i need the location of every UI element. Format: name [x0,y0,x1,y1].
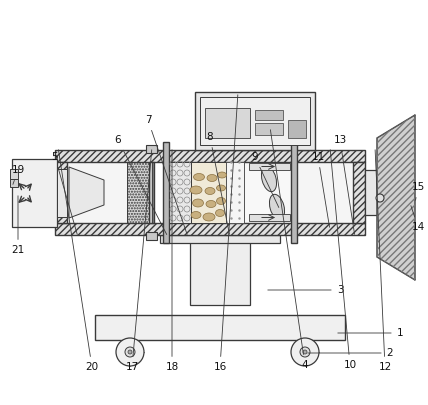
Bar [195,92,315,150]
Bar [249,214,290,221]
Ellipse shape [207,175,217,181]
Ellipse shape [203,213,215,221]
Bar [353,162,365,223]
Text: 9: 9 [252,152,279,207]
Ellipse shape [270,194,285,220]
Bar [146,145,157,153]
Bar [95,315,345,340]
Text: 14: 14 [411,206,425,232]
Text: 19: 19 [12,165,25,184]
Ellipse shape [205,188,215,194]
Ellipse shape [262,166,276,192]
Ellipse shape [193,199,203,207]
Bar [200,97,310,145]
Bar [291,142,297,243]
Bar [288,120,306,138]
Bar [255,123,283,135]
Text: 8: 8 [207,132,229,234]
Circle shape [128,350,132,354]
Circle shape [303,350,307,354]
Text: 1: 1 [338,328,403,338]
Bar [57,169,67,217]
Text: 20: 20 [59,150,98,372]
Bar [249,163,290,170]
Bar [191,162,226,223]
Bar [297,162,353,223]
Bar [149,162,154,223]
Bar [55,162,67,223]
Circle shape [116,338,144,366]
Bar [10,179,18,187]
Text: 5: 5 [52,152,77,234]
Text: 10: 10 [330,150,357,370]
Bar [190,235,250,305]
Bar [146,232,157,240]
Text: 3: 3 [268,285,343,295]
Bar [67,162,149,223]
Bar [55,150,365,162]
Text: 12: 12 [375,150,392,372]
Ellipse shape [193,173,205,181]
Circle shape [300,347,310,357]
Bar [10,169,18,179]
Text: 15: 15 [411,182,425,200]
Bar [365,170,377,215]
Bar [205,108,250,138]
Text: 7: 7 [145,115,187,234]
Ellipse shape [206,200,216,207]
Text: 18: 18 [165,150,178,372]
Bar [12,159,57,227]
Bar [163,142,169,243]
Text: 11: 11 [312,152,330,227]
Polygon shape [69,167,104,218]
Bar [127,162,149,223]
Polygon shape [377,115,415,280]
Ellipse shape [217,185,226,191]
Bar [160,235,280,243]
Bar [55,223,365,235]
Ellipse shape [191,211,201,219]
Text: 21: 21 [12,196,25,255]
Text: 16: 16 [214,95,238,372]
Circle shape [291,338,319,366]
Ellipse shape [217,198,226,205]
Text: 13: 13 [333,135,354,234]
Bar [169,162,191,223]
Circle shape [376,194,384,202]
Text: 2: 2 [308,348,393,358]
Text: 17: 17 [125,150,152,372]
Text: 4: 4 [270,130,308,370]
Circle shape [125,347,135,357]
Ellipse shape [190,186,202,194]
Ellipse shape [217,172,226,178]
Bar [226,162,244,223]
Bar [255,110,283,120]
Ellipse shape [216,209,225,217]
Text: 6: 6 [115,135,167,234]
Bar [244,162,298,223]
